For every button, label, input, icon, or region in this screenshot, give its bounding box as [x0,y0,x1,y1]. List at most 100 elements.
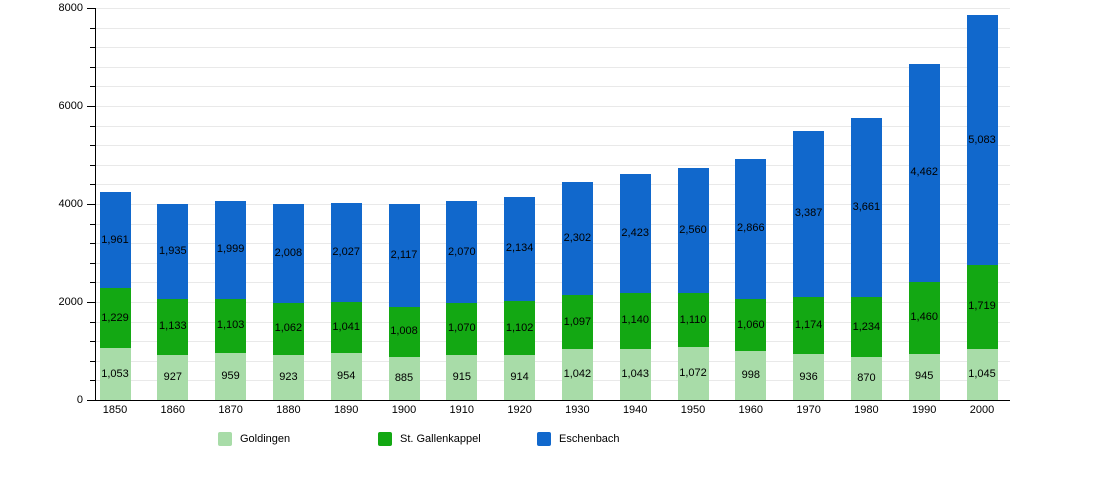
bar-value-label: 1,140 [621,314,649,327]
bar-value-label: 1,060 [737,318,765,331]
bar-value-label: 1,070 [448,322,476,335]
bar-value-label: 1,102 [505,321,534,334]
bar-segment-goldingen [446,355,478,400]
gridline [96,262,1010,264]
y-major-tick [87,302,95,303]
x-tick-label: 1850 [102,404,128,416]
bar-value-label: 1,045 [968,367,996,380]
y-minor-tick [90,145,95,147]
bar-value-label: 1,961 [101,233,129,246]
bar-value-label: 1,719 [968,300,996,313]
y-minor-tick [90,27,95,29]
bar-value-label: 1,062 [274,322,303,335]
y-major-tick [87,204,95,205]
bar-value-label: 2,560 [679,223,707,236]
x-tick-label: 1880 [276,404,301,416]
x-tick-label: 1970 [796,404,821,416]
bar-segment-st-gallenkappel [215,298,247,353]
x-tick-label: 1960 [738,404,764,416]
bar-segment-eschenbach [850,117,882,297]
y-axis [95,8,96,401]
bar-segment-st-gallenkappel [850,296,882,358]
bar-value-label: 2,070 [448,245,476,258]
y-minor-tick [90,125,95,127]
bar-value-label: 5,083 [968,133,996,146]
bar-segment-st-gallenkappel [330,302,362,354]
legend-label-eschenbach: Eschenbach [559,433,620,445]
bar-segment-goldingen [966,348,998,400]
bar-segment-eschenbach [272,204,304,303]
bar-segment-goldingen [850,357,882,400]
bar-value-label: 923 [279,370,298,383]
x-tick-label: 1930 [565,404,590,416]
bar-segment-eschenbach [908,63,940,283]
bar-segment-st-gallenkappel [735,299,767,352]
bar-segment-eschenbach [157,204,189,300]
bar-value-label: 1,103 [216,319,245,332]
y-tick-label: 2000 [58,296,83,308]
bar-segment-st-gallenkappel [793,296,825,355]
x-tick-label: 1870 [218,404,243,416]
gridline [96,164,1010,166]
y-minor-tick [90,184,95,186]
x-tick-label: 1860 [160,404,186,416]
y-minor-tick [90,86,95,88]
bar-segment-st-gallenkappel [272,302,304,355]
bar-segment-eschenbach [966,15,998,265]
bar-value-label: 1,460 [910,311,938,324]
x-tick-label: 1940 [622,404,648,416]
gridline [96,321,1010,323]
bar-value-label: 2,008 [274,247,303,260]
bar-segment-goldingen [619,348,651,400]
bar-segment-goldingen [793,354,825,400]
bar-value-label: 885 [394,371,414,384]
bar-segment-eschenbach [619,174,651,294]
gridline [96,66,1010,68]
x-axis [95,400,1010,401]
bar-value-label: 914 [510,371,529,384]
bar-segment-eschenbach [504,196,536,302]
y-minor-tick [90,47,95,49]
bar-value-label: 2,866 [737,222,765,235]
st-gallenkappel-swatch-icon [378,432,392,446]
gridline [96,86,1010,88]
gridline [96,106,1010,107]
bar-value-label: 2,027 [332,246,360,259]
bar-segment-goldingen [561,348,593,400]
bar-value-label: 4,462 [910,166,938,179]
gridline [96,8,1010,9]
bar-segment-goldingen [677,347,709,400]
legend: Goldingen St. Gallenkappel Eschenbach [0,431,1100,451]
y-minor-tick [90,164,95,166]
bar-segment-eschenbach [793,130,825,297]
bar-segment-st-gallenkappel [966,264,998,349]
bar-value-label: 998 [741,369,760,382]
bar-segment-st-gallenkappel [99,288,131,349]
gridline [96,184,1010,186]
y-minor-tick [90,321,95,323]
y-tick-label: 0 [76,394,83,406]
bar-value-label: 2,423 [621,227,649,240]
x-tick-label: 1990 [911,404,937,416]
bar-segment-st-gallenkappel [619,293,651,349]
bar-value-label: 2,117 [390,248,418,261]
bar-value-label: 959 [221,370,240,382]
bar-value-label: 1,174 [794,318,823,331]
y-major-tick [87,8,95,9]
bar-segment-st-gallenkappel [561,295,593,349]
x-tick-label: 1920 [507,404,532,416]
gridline [96,360,1010,362]
bar-segment-goldingen [215,353,247,400]
bar-segment-goldingen [908,353,940,400]
bar-value-label: 1,008 [390,325,418,338]
bar-value-label: 1,042 [563,367,592,380]
bar-segment-goldingen [330,353,362,400]
y-major-tick [87,106,95,107]
bar-value-label: 1,097 [563,315,592,328]
x-tick-label: 1890 [333,404,359,416]
bar-value-label: 870 [857,372,876,385]
bar-segment-eschenbach [99,192,131,289]
x-tick-label: 2000 [969,404,995,416]
bar-value-label: 2,134 [505,242,534,255]
y-tick-label: 4000 [58,198,83,210]
